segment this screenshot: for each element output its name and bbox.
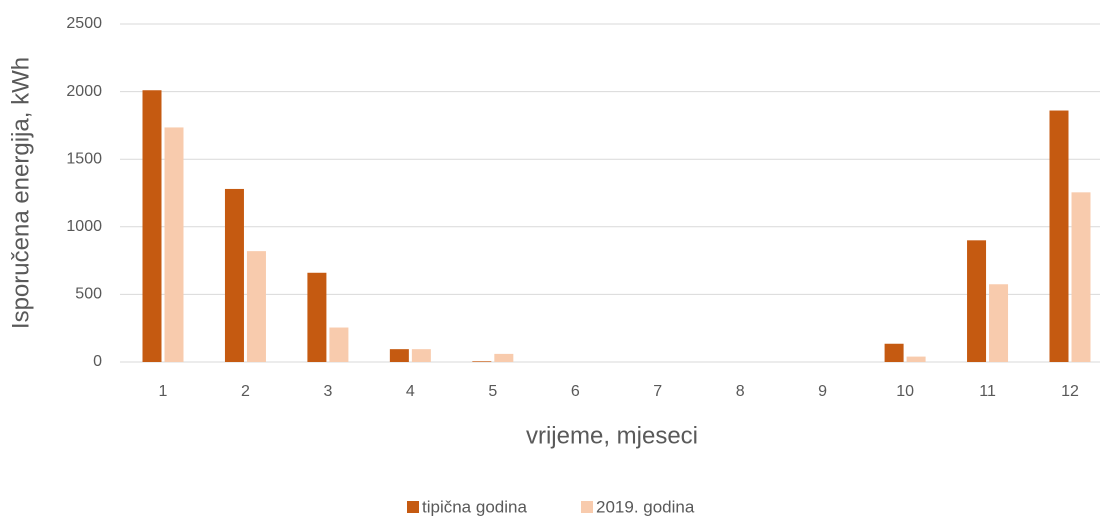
x-axis-title: vrijeme, mjeseci xyxy=(526,422,698,449)
y-axis-title: Isporučena energija, kWh xyxy=(7,57,34,329)
bar xyxy=(164,127,184,362)
x-tick-label: 12 xyxy=(1061,383,1079,400)
bar xyxy=(224,188,244,362)
x-tick-label: 4 xyxy=(406,383,415,400)
x-tick-label: 3 xyxy=(323,383,332,400)
bar xyxy=(906,356,926,362)
bar xyxy=(967,240,987,362)
x-tick-label: 9 xyxy=(818,383,827,400)
y-tick-label: 0 xyxy=(93,353,102,370)
legend-label: tipična godina xyxy=(422,497,527,516)
y-tick-label: 500 xyxy=(75,286,102,303)
legend-label: 2019. godina xyxy=(596,497,695,516)
x-tick-label: 2 xyxy=(241,383,250,400)
bar xyxy=(1049,110,1069,362)
bar xyxy=(494,353,514,362)
bar xyxy=(307,272,327,362)
x-tick-label: 11 xyxy=(979,383,996,400)
legend-swatch xyxy=(581,501,593,513)
bar xyxy=(989,284,1009,362)
x-tick-label: 8 xyxy=(736,383,745,400)
bar xyxy=(472,361,492,362)
legend-swatch xyxy=(407,501,419,513)
bar xyxy=(884,343,904,362)
bar xyxy=(389,349,409,362)
y-tick-label: 1500 xyxy=(66,150,102,167)
bar xyxy=(142,90,162,363)
bar xyxy=(246,251,266,362)
bar xyxy=(1071,192,1091,362)
bar xyxy=(329,327,349,362)
x-tick-label: 6 xyxy=(571,383,580,400)
y-tick-label: 2500 xyxy=(66,15,102,32)
x-tick-label: 5 xyxy=(488,383,497,400)
bar xyxy=(411,349,431,362)
x-tick-label: 7 xyxy=(653,383,662,400)
x-tick-label: 1 xyxy=(159,383,168,400)
y-tick-label: 2000 xyxy=(66,83,102,100)
y-tick-label: 1000 xyxy=(66,218,102,235)
x-tick-label: 10 xyxy=(896,383,914,400)
